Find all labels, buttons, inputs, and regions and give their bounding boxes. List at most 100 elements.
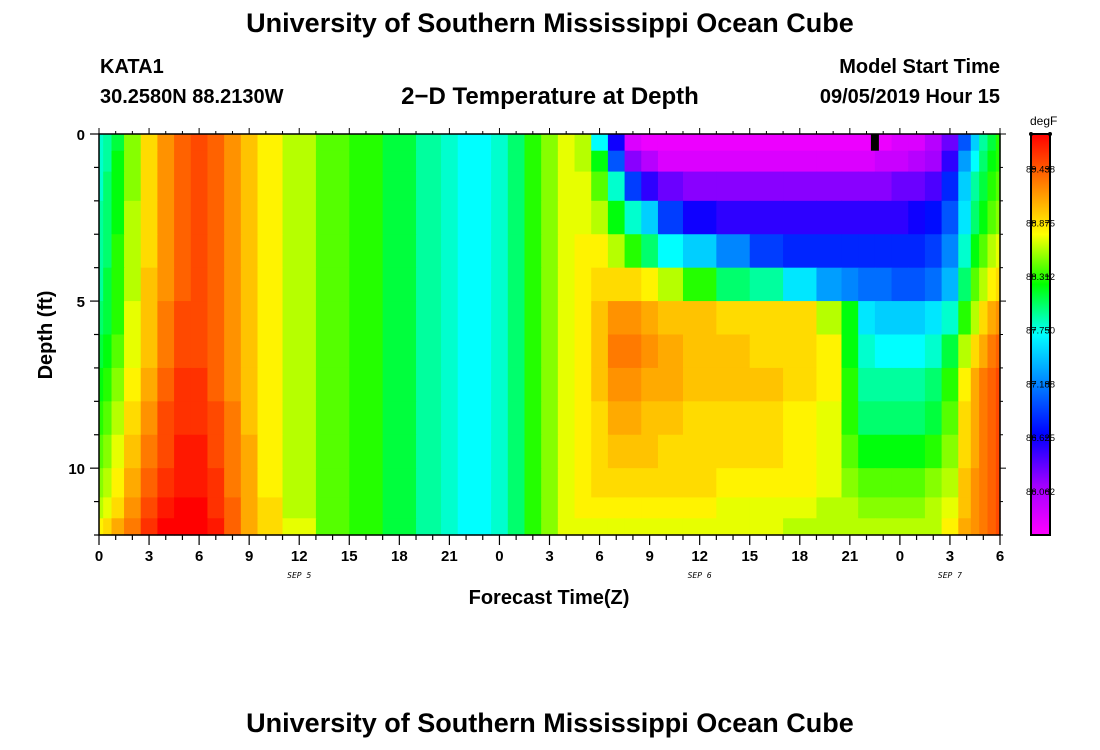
heatmap-cell [224, 150, 242, 173]
heatmap-cell [103, 234, 113, 269]
heatmap-cell [841, 234, 859, 269]
colorbar-label: 89.438 [1026, 165, 1055, 176]
heatmap-cell [979, 134, 989, 152]
heatmap-cell [816, 468, 843, 499]
heatmap-cell [574, 497, 592, 519]
heatmap-cell [908, 234, 926, 269]
heatmap-cell [924, 367, 943, 402]
heatmap-cell [716, 200, 751, 235]
heatmap-cell [958, 497, 972, 519]
heatmap-cell [224, 401, 242, 436]
heatmap-cell [908, 401, 926, 436]
heatmap-cell [995, 468, 1001, 499]
colorbar-label: 87.750 [1026, 326, 1055, 337]
x-tick-label: 6 [195, 548, 203, 565]
heatmap-cell [591, 434, 609, 469]
heatmap-cell [995, 234, 1001, 269]
heatmap-cell [891, 267, 909, 302]
heatmap-cell [99, 234, 104, 269]
heatmap-cell [174, 234, 192, 269]
heatmap-cell [816, 497, 843, 519]
x-tick-label: 0 [896, 548, 904, 565]
heatmap-cell [99, 171, 104, 202]
heatmap-cell [507, 367, 526, 402]
heatmap-cell [416, 497, 442, 519]
heatmap-cell [574, 200, 592, 235]
heatmap-cell [979, 518, 989, 536]
heatmap-cell [624, 468, 642, 499]
heatmap-cell [858, 171, 876, 202]
heatmap-cell [474, 267, 492, 302]
heatmap-cell [282, 434, 317, 469]
heatmap-cell [99, 468, 104, 499]
heatmap-cell [457, 150, 476, 173]
heatmap-cell [257, 150, 284, 173]
heatmap-cell [749, 150, 784, 173]
heatmap-cell [682, 301, 717, 336]
heatmap-cell [190, 401, 209, 436]
heatmap-cell [874, 434, 893, 469]
heatmap-cell [995, 267, 1001, 302]
heatmap-cell [507, 434, 526, 469]
heatmap-cell [111, 134, 125, 152]
heatmap-cell [891, 200, 909, 235]
heatmap-cell [140, 301, 158, 336]
heatmap-cell [995, 134, 1001, 152]
heatmap-cell [979, 367, 989, 402]
heatmap-cell [716, 301, 751, 336]
heatmap-cell [491, 301, 509, 336]
heatmap-cell [624, 267, 642, 302]
heatmap-cell [891, 301, 909, 336]
heatmap-cell [941, 334, 959, 369]
heatmap-cell [174, 401, 192, 436]
heatmap-cell [641, 468, 659, 499]
heatmap-cell [124, 171, 142, 202]
heatmap-cell [282, 497, 317, 519]
heatmap-cell [124, 468, 142, 499]
heatmap-cell [416, 200, 442, 235]
heatmap-cell [140, 150, 158, 173]
heatmap-cell [841, 497, 859, 519]
heatmap-cell [987, 150, 997, 173]
heatmap-cell [987, 234, 997, 269]
heatmap-cell [524, 200, 542, 235]
heatmap-cell [941, 401, 959, 436]
heatmap-cell [557, 468, 576, 499]
heatmap-cell [591, 150, 609, 173]
heatmap-cell [111, 367, 125, 402]
heatmap-cell [382, 367, 417, 402]
heatmap-cell [841, 468, 859, 499]
heatmap-cell [987, 200, 997, 235]
heatmap-cell [816, 267, 843, 302]
heatmap-cell [716, 367, 751, 402]
colorbar-gradient [1030, 133, 1051, 536]
heatmap-cell [157, 497, 175, 519]
heatmap-cell [995, 497, 1001, 519]
heatmap-cell [908, 171, 926, 202]
heatmap-cell [557, 134, 576, 152]
heatmap-cell [240, 200, 259, 235]
x-tick-label: 3 [145, 548, 153, 565]
heatmap-cell [557, 150, 576, 173]
heatmap-cell [491, 267, 509, 302]
heatmap-cell [157, 267, 175, 302]
heatmap-cell [157, 301, 175, 336]
heatmap-cell [99, 497, 104, 519]
x-tick-label: 18 [391, 548, 408, 565]
heatmap-cell [995, 200, 1001, 235]
heatmap-cell [416, 301, 442, 336]
heatmap-cell [491, 234, 509, 269]
heatmap-cell [657, 267, 684, 302]
heatmap-cell [682, 234, 717, 269]
heatmap-cell [541, 401, 559, 436]
heatmap-cell [924, 468, 943, 499]
heatmap-cell [207, 134, 225, 152]
heatmap-cell [315, 200, 350, 235]
heatmap-cell [958, 200, 972, 235]
heatmap-cell [716, 468, 751, 499]
heatmap-cell [491, 401, 509, 436]
heatmap-cell [641, 150, 659, 173]
y-axis-label: Depth (ft) [35, 291, 57, 380]
heatmap-cell [240, 267, 259, 302]
heatmap-cell [657, 200, 684, 235]
